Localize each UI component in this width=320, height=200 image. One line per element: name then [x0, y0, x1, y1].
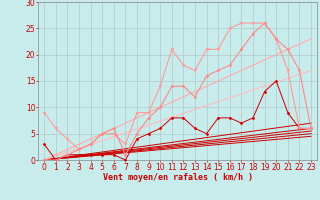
X-axis label: Vent moyen/en rafales ( km/h ): Vent moyen/en rafales ( km/h ): [103, 173, 252, 182]
